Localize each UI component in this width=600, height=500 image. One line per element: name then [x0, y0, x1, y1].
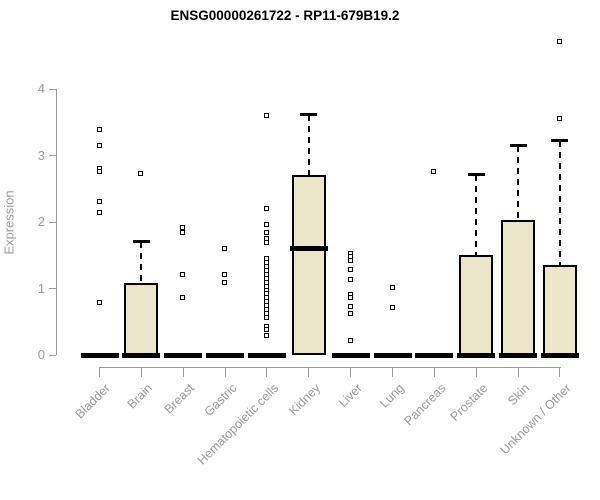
- outlier-point: [96, 169, 102, 175]
- median-line: [415, 352, 454, 358]
- median-line: [331, 352, 370, 358]
- x-axis-tick: [182, 367, 184, 377]
- outlier-point: [263, 333, 269, 339]
- x-axis-tick: [266, 367, 268, 377]
- median-line: [373, 352, 412, 358]
- y-tick-label: 4: [37, 81, 45, 96]
- upper-whisker: [475, 175, 478, 256]
- x-axis-tick: [350, 367, 352, 377]
- whisker-cap: [551, 139, 569, 143]
- x-axis-tick: [559, 367, 561, 377]
- x-category-label: Hematopoietic cells: [194, 381, 281, 468]
- x-axis-tick: [517, 367, 519, 377]
- outlier-point: [222, 271, 228, 277]
- outlier-point: [347, 276, 353, 282]
- median-line: [499, 352, 538, 358]
- x-category-label: Pancreas: [401, 381, 449, 429]
- box: [124, 283, 159, 355]
- x-axis-tick: [224, 367, 226, 377]
- x-axis-tick: [392, 367, 394, 377]
- outlier-point: [347, 266, 353, 272]
- whisker-cap: [300, 113, 318, 117]
- outlier-point: [180, 229, 186, 235]
- outlier-point: [556, 115, 562, 121]
- outlier-point: [96, 199, 102, 205]
- x-category-label: Prostate: [447, 381, 491, 424]
- y-tick-label: 0: [37, 347, 45, 362]
- median-line: [457, 352, 496, 358]
- outlier-point: [347, 257, 353, 263]
- outlier-point: [347, 338, 353, 344]
- x-category-label: Lung: [376, 381, 407, 411]
- outlier-point: [263, 326, 269, 332]
- x-category-label: Liver: [335, 381, 365, 411]
- outlier-point: [347, 295, 353, 301]
- median-line: [164, 352, 203, 358]
- outlier-point: [222, 280, 228, 286]
- outlier-point: [96, 300, 102, 306]
- y-axis-tick: [49, 288, 56, 289]
- x-category-label: Kidney: [285, 381, 323, 418]
- x-category-label: Bladder: [73, 381, 114, 422]
- x-axis-tick: [475, 367, 477, 377]
- y-tick-label: 3: [37, 147, 45, 163]
- outlier-point: [96, 143, 102, 149]
- outlier-point: [96, 209, 102, 215]
- box: [501, 220, 536, 355]
- x-category-label: Skin: [504, 381, 533, 409]
- outlier-point: [347, 304, 353, 310]
- x-axis-tick: [433, 367, 435, 377]
- outlier-point: [222, 245, 228, 251]
- outlier-point: [389, 284, 395, 290]
- x-category-label: Gastric: [201, 381, 239, 419]
- y-axis-tick: [49, 354, 56, 356]
- box: [459, 255, 494, 355]
- outlier-point: [138, 171, 144, 177]
- median-line: [247, 352, 286, 358]
- outlier-point: [263, 113, 269, 119]
- median-line: [540, 352, 579, 358]
- box: [542, 265, 577, 355]
- outlier-point: [431, 169, 437, 175]
- x-axis-tick: [99, 367, 100, 377]
- x-axis-tick: [140, 367, 142, 377]
- whisker-cap: [132, 240, 150, 244]
- y-tick-label: 2: [37, 214, 45, 229]
- y-axis-tick: [49, 221, 56, 223]
- median-line: [289, 246, 328, 252]
- outlier-point: [263, 229, 269, 235]
- median-line: [206, 352, 245, 358]
- outlier-point: [556, 39, 562, 45]
- outlier-point: [96, 127, 102, 133]
- x-category-label: Breast: [161, 381, 198, 417]
- x-axis-tick: [308, 367, 310, 377]
- outlier-point: [263, 205, 269, 211]
- outlier-point: [180, 224, 186, 230]
- box: [291, 175, 326, 355]
- outlier-point: [263, 221, 269, 227]
- median-line: [80, 352, 119, 358]
- whisker-cap: [509, 143, 527, 147]
- y-axis-tick: [49, 155, 56, 156]
- upper-whisker: [558, 141, 561, 266]
- y-axis-line: [56, 89, 57, 355]
- y-axis-label: Expression: [1, 190, 17, 255]
- upper-whisker: [517, 145, 520, 220]
- outlier-point: [347, 311, 353, 317]
- outlier-point: [180, 272, 186, 278]
- x-category-label: Brain: [124, 381, 156, 412]
- outlier-point: [180, 295, 186, 301]
- outlier-point: [263, 314, 269, 320]
- whisker-cap: [467, 173, 485, 177]
- chart-title: ENSG00000261722 - RP11-679B19.2: [170, 8, 400, 23]
- y-axis-tick: [49, 88, 56, 90]
- outlier-point: [389, 304, 395, 310]
- outlier-point: [263, 239, 269, 245]
- y-tick-label: 1: [37, 280, 45, 296]
- x-axis-line: [98, 367, 561, 368]
- upper-whisker: [140, 242, 143, 284]
- median-line: [122, 352, 161, 358]
- upper-whisker: [307, 115, 310, 176]
